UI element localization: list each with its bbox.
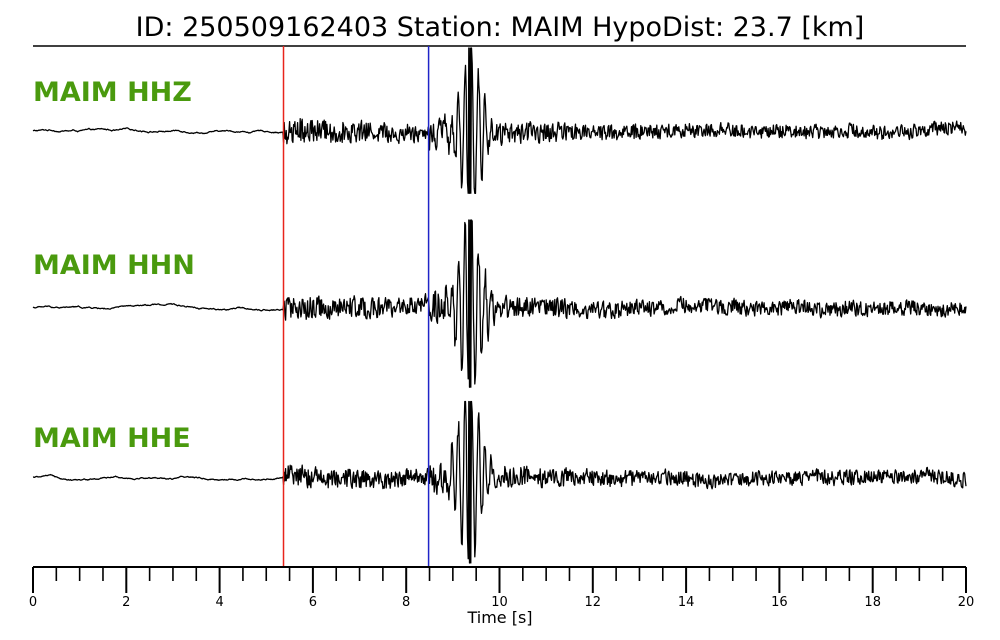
x-tick-label: 12 — [585, 595, 602, 610]
waveform-trace — [32, 47, 967, 194]
x-tick-label: 4 — [215, 595, 223, 610]
trace-label-hhe: MAIM HHE — [33, 423, 191, 454]
trace-label-hhz: MAIM HHZ — [33, 77, 192, 108]
x-tick-label: 0 — [29, 595, 37, 610]
x-tick-label: 8 — [402, 595, 410, 610]
x-tick-label: 6 — [309, 595, 317, 610]
x-tick-label: 2 — [122, 595, 130, 610]
x-tick-label: 16 — [771, 595, 788, 610]
trace-label-hhn: MAIM HHN — [33, 250, 195, 281]
x-tick-label: 18 — [864, 595, 881, 610]
chart-title: ID: 250509162403 Station: MAIM HypoDist:… — [136, 12, 865, 43]
waveform-trace — [32, 400, 967, 564]
traces — [32, 47, 967, 564]
x-tick-label: 14 — [678, 595, 695, 610]
x-axis-label: Time [s] — [466, 608, 532, 627]
waveform-trace — [32, 219, 967, 388]
x-axis-ticks: 0 2 4 6 8 10 12 14 16 18 20 — [29, 567, 974, 610]
x-tick-label: 20 — [958, 595, 975, 610]
x-tick-label: 10 — [491, 595, 508, 610]
